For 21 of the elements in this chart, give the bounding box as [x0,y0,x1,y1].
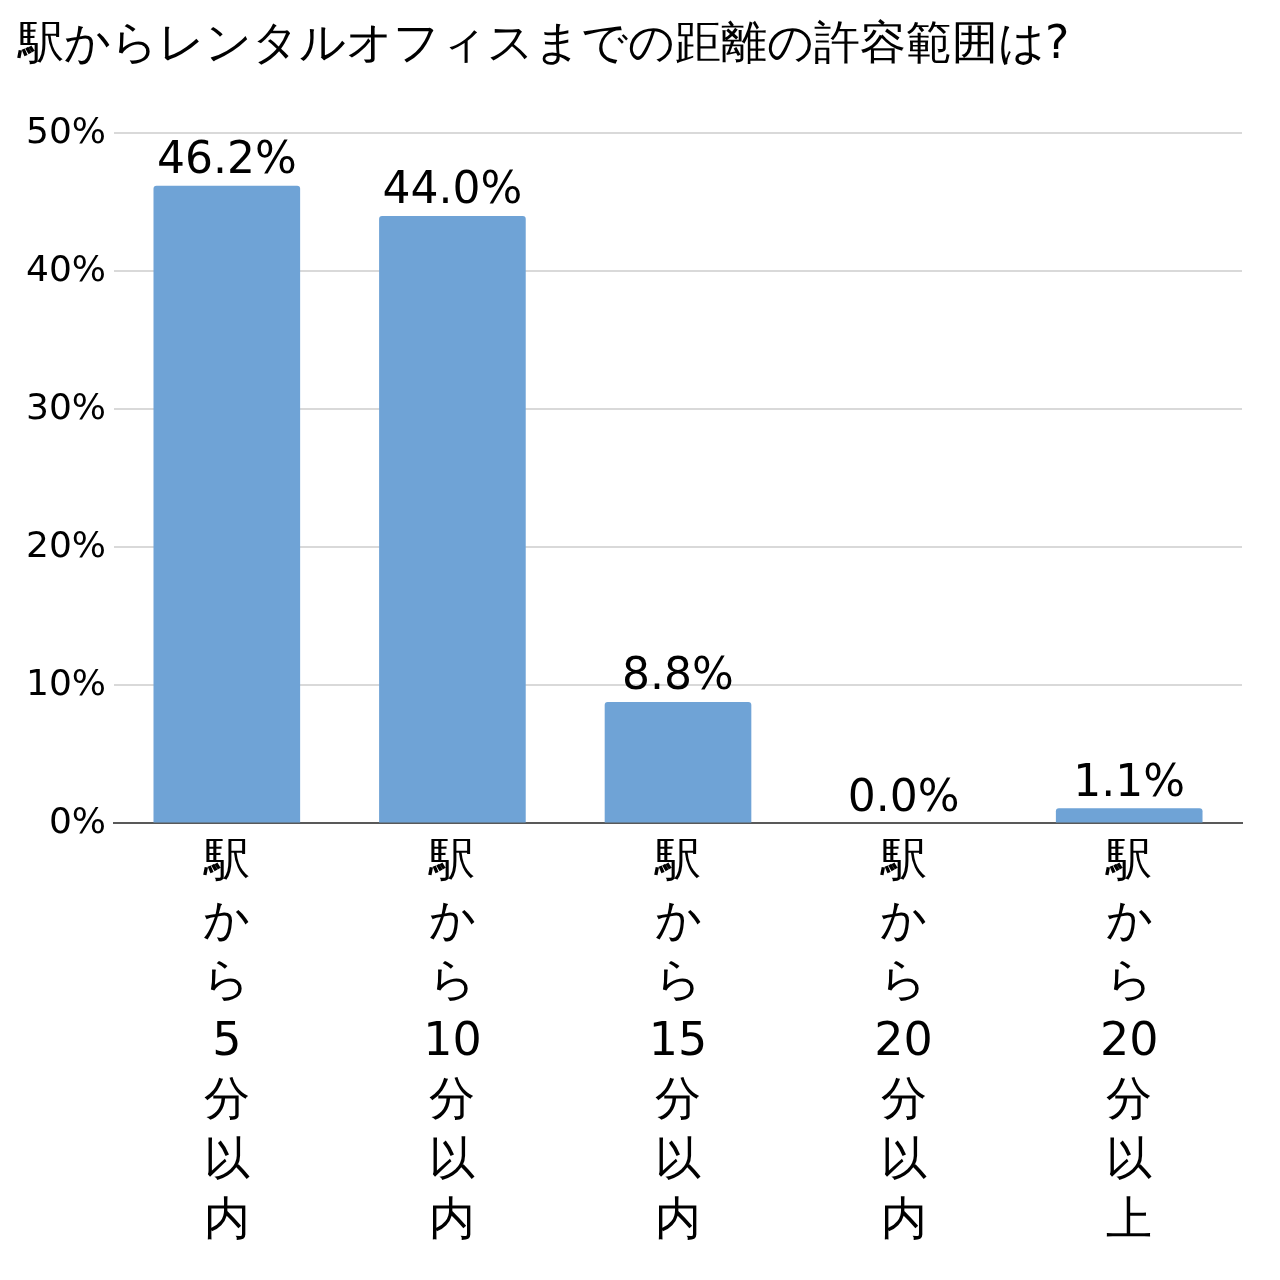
x-tick-label: 駅から20分以上 [1099,832,1159,1246]
y-tick-label: 50% [26,109,107,151]
x-tick-label: 駅から10分以内 [423,832,482,1246]
y-tick-label: 20% [26,523,107,565]
bar [153,185,301,823]
data-label: 44.0% [382,162,523,214]
data-label: 8.8% [622,648,734,700]
y-tick-label: 30% [26,385,107,427]
data-label: 1.1% [1073,754,1186,806]
bar [604,701,752,823]
y-tick-label: 40% [26,247,107,289]
y-tick-label: 0% [48,799,107,841]
chart-title: 駅からレンタルオフィスまでの距離の許容範囲は? [17,14,1070,69]
x-tick-label: 駅から20分以内 [874,832,933,1246]
bar [379,216,526,823]
data-label: 0.0% [847,769,960,821]
data-label: 46.2% [156,132,297,184]
bar [1055,808,1203,823]
x-tick-label: 駅から15分以内 [648,832,708,1246]
x-tick-label: 駅から5分以内 [202,832,251,1246]
y-tick-label: 10% [26,661,107,703]
